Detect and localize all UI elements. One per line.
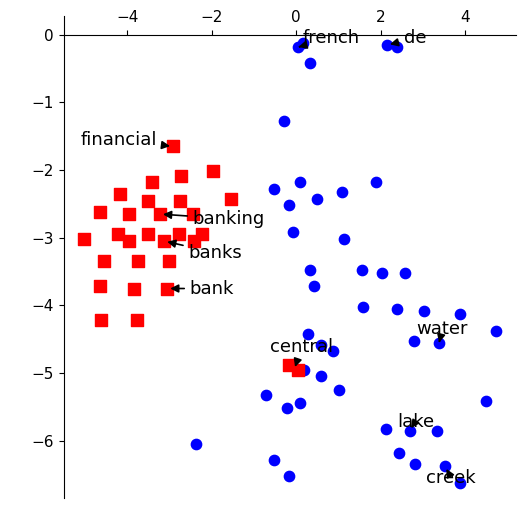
Point xyxy=(371,178,380,187)
Point xyxy=(114,230,122,239)
Point xyxy=(163,284,172,293)
Point xyxy=(294,43,303,51)
Point xyxy=(295,178,304,187)
Point xyxy=(481,397,490,405)
Point xyxy=(99,257,108,266)
Point xyxy=(393,305,401,313)
Point xyxy=(285,201,293,209)
Point xyxy=(190,237,198,245)
Point xyxy=(405,426,414,435)
Text: creek: creek xyxy=(427,469,476,487)
Point xyxy=(174,230,183,239)
Point xyxy=(176,196,184,205)
Point xyxy=(129,284,138,293)
Point xyxy=(295,399,304,408)
Point xyxy=(383,41,392,49)
Text: de: de xyxy=(392,29,427,47)
Point xyxy=(285,472,293,480)
Point xyxy=(198,230,207,239)
Point xyxy=(335,386,344,394)
Point xyxy=(456,310,464,318)
Point xyxy=(169,142,177,151)
Point xyxy=(209,167,217,176)
Point xyxy=(143,230,152,239)
Point xyxy=(125,237,134,245)
Point xyxy=(280,117,289,126)
Text: central: central xyxy=(270,338,333,365)
Point xyxy=(160,237,169,245)
Point xyxy=(305,266,314,275)
Point xyxy=(192,440,200,448)
Point xyxy=(177,171,186,180)
Point xyxy=(298,39,307,47)
Point xyxy=(156,210,164,218)
Point xyxy=(227,195,235,203)
Point xyxy=(329,347,338,356)
Point xyxy=(377,269,386,277)
Point xyxy=(312,195,321,203)
Point xyxy=(304,330,312,338)
Point xyxy=(492,327,500,335)
Point xyxy=(188,210,197,218)
Text: banks: banks xyxy=(169,241,242,262)
Point xyxy=(411,460,420,469)
Point xyxy=(310,282,318,291)
Point xyxy=(143,196,152,205)
Point xyxy=(294,366,303,374)
Point xyxy=(338,188,346,196)
Point xyxy=(433,426,441,435)
Point xyxy=(134,257,142,266)
Point xyxy=(262,391,270,399)
Point xyxy=(96,282,104,291)
Text: banking: banking xyxy=(165,210,265,228)
Text: financial: financial xyxy=(81,131,168,149)
Point xyxy=(435,338,443,347)
Point xyxy=(300,366,308,374)
Point xyxy=(125,210,134,218)
Point xyxy=(456,479,464,487)
Point xyxy=(147,178,156,187)
Point xyxy=(305,59,314,67)
Point xyxy=(401,269,410,277)
Point xyxy=(96,208,104,216)
Point xyxy=(394,448,403,457)
Point xyxy=(410,337,418,345)
Point xyxy=(393,43,401,51)
Text: lake: lake xyxy=(397,413,434,431)
Text: bank: bank xyxy=(172,279,234,297)
Text: french: french xyxy=(300,29,360,48)
Point xyxy=(317,340,325,349)
Text: water: water xyxy=(417,320,468,341)
Point xyxy=(282,404,291,412)
Point xyxy=(381,425,390,433)
Point xyxy=(339,235,348,243)
Point xyxy=(270,185,279,193)
Point xyxy=(115,190,124,198)
Point xyxy=(358,266,366,275)
Point xyxy=(285,361,293,369)
Point xyxy=(270,455,279,464)
Point xyxy=(420,306,428,315)
Point xyxy=(164,257,173,266)
Point xyxy=(289,228,297,236)
Point xyxy=(441,462,450,471)
Point xyxy=(359,303,367,311)
Point xyxy=(80,235,88,243)
Point xyxy=(317,372,325,381)
Point xyxy=(132,316,141,324)
Point xyxy=(97,316,105,324)
